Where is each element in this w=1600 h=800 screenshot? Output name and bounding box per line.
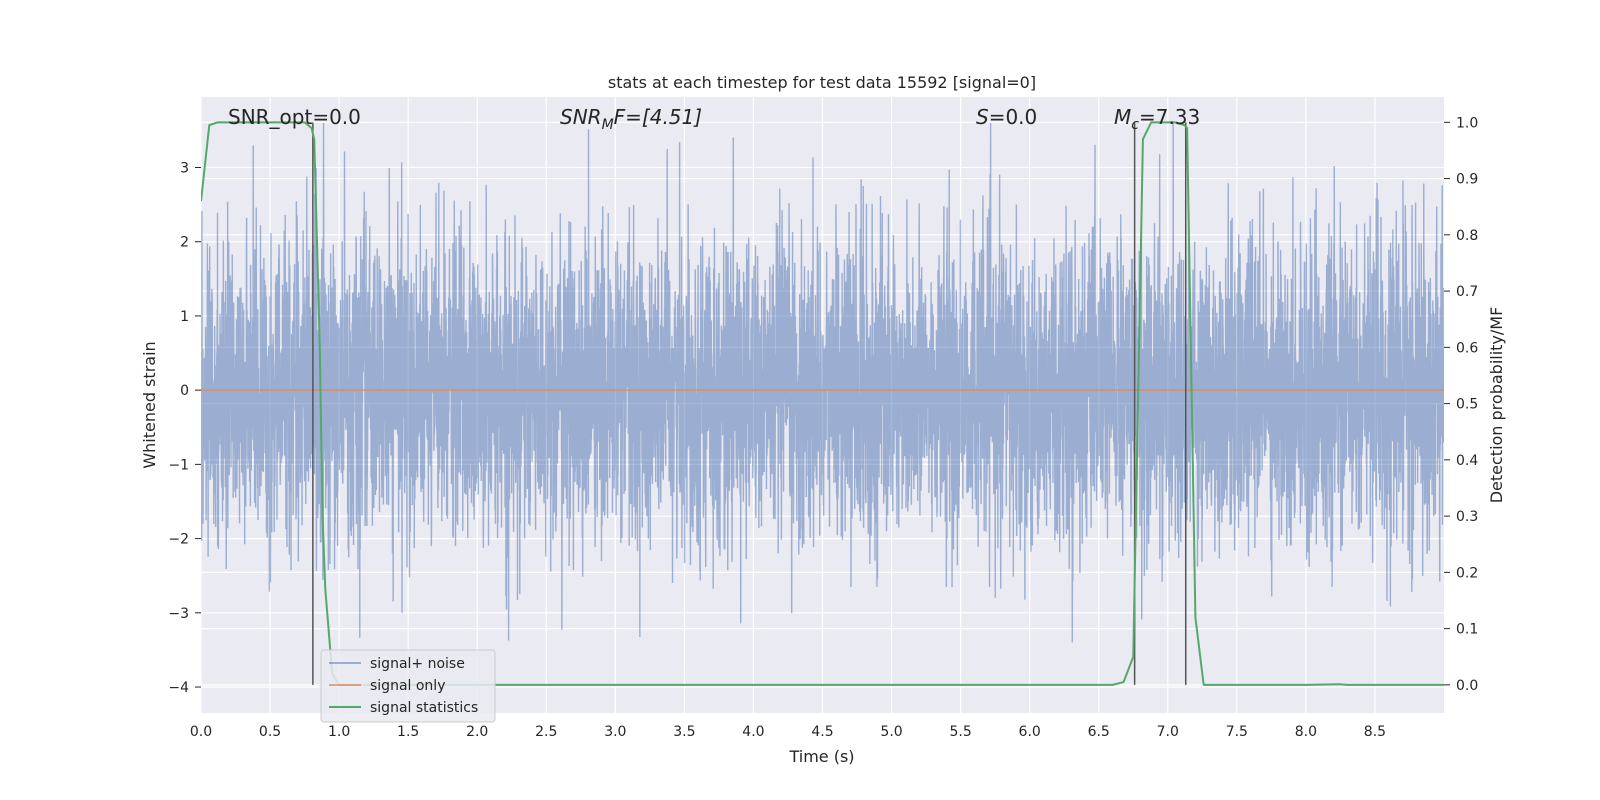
x-tick-label-1: 0.5 bbox=[259, 724, 281, 740]
x-tick-label-3: 1.5 bbox=[397, 724, 419, 740]
legend-box bbox=[320, 649, 496, 723]
y-tick-label-1: 2 bbox=[180, 235, 189, 251]
x-tick-label-11: 5.5 bbox=[949, 724, 971, 740]
x-tick-label-14: 7.0 bbox=[1157, 724, 1179, 740]
x-tick-label-16: 8.0 bbox=[1295, 724, 1317, 740]
y-tick-label-0: 3 bbox=[180, 161, 189, 177]
y2-tick-labels: 1.0 0.9 0.8 0.7 0.6 0.5 0.4 0.3 0.2 0.1 0.0 bbox=[1444, 115, 1478, 694]
x-tick-label-7: 3.5 bbox=[673, 724, 695, 740]
y-tick-label-7: −4 bbox=[168, 680, 189, 696]
legend-label-signal-plus-noise: signal+ noise bbox=[370, 656, 465, 672]
x-tick-label-15: 7.5 bbox=[1226, 724, 1248, 740]
y2-tick-label-5: 0.5 bbox=[1456, 397, 1478, 413]
y2-tick-label-2: 0.8 bbox=[1456, 228, 1478, 244]
x-tick-label-2: 1.0 bbox=[328, 724, 350, 740]
x-tick-labels: 0.0 0.5 1.0 1.5 2.0 2.5 3.0 3.5 4.0 4.5 5.0 5.5 6.0 6… bbox=[190, 724, 1386, 740]
y-tick-label-5: −2 bbox=[168, 532, 189, 548]
y2-tick-label-4: 0.6 bbox=[1456, 340, 1478, 356]
y2-tick-label-8: 0.2 bbox=[1456, 565, 1478, 581]
annotation-snr-opt: SNR_opt=0.0 bbox=[228, 105, 361, 129]
y-tick-label-2: 1 bbox=[180, 309, 189, 325]
x-tick-label-12: 6.0 bbox=[1019, 724, 1041, 740]
x-tick-label-6: 3.0 bbox=[604, 724, 626, 740]
y2-tick-label-10: 0.0 bbox=[1456, 678, 1478, 694]
series-signal-statistics bbox=[201, 121, 1444, 686]
series-signal-plus-noise bbox=[201, 122, 1444, 643]
y2-tick-label-9: 0.1 bbox=[1456, 622, 1478, 638]
annotation-mc: Mc=7.33 bbox=[1114, 105, 1200, 133]
signal-plus-noise-line bbox=[201, 122, 1444, 643]
x-axis-label: Time (s) bbox=[788, 747, 854, 766]
y2-tick-label-1: 0.9 bbox=[1456, 172, 1478, 188]
y-axis-label: Whitened strain bbox=[140, 341, 159, 468]
legend: signal+ noise signal only signal statist… bbox=[320, 649, 496, 723]
x-tick-label-17: 8.5 bbox=[1364, 724, 1386, 740]
chart-title: stats at each timestep for test data 155… bbox=[608, 73, 1036, 92]
y2-tick-label-3: 0.7 bbox=[1456, 284, 1478, 300]
y2-tick-label-0: 1.0 bbox=[1456, 115, 1478, 131]
x-tick-label-0: 0.0 bbox=[190, 724, 212, 740]
y-tick-label-3: 0 bbox=[180, 383, 189, 399]
y-tick-label-6: −3 bbox=[168, 606, 189, 622]
x-tick-label-10: 5.0 bbox=[880, 724, 902, 740]
annotation-snr-mf: SNRMF=[4.51] bbox=[560, 105, 702, 133]
signal-statistics-line bbox=[201, 121, 1444, 686]
x-tick-label-5: 2.5 bbox=[535, 724, 557, 740]
y2-tick-label-6: 0.4 bbox=[1456, 453, 1478, 469]
x-tick-label-4: 2.0 bbox=[466, 724, 488, 740]
x-tick-label-9: 4.5 bbox=[811, 724, 833, 740]
y2-axis-label: Detection probability/MF bbox=[1487, 307, 1506, 504]
legend-label-signal-statistics: signal statistics bbox=[370, 700, 478, 716]
y2-tick-label-7: 0.3 bbox=[1456, 509, 1478, 525]
x-tick-label-8: 4.0 bbox=[742, 724, 764, 740]
y-tick-label-4: −1 bbox=[168, 457, 189, 473]
legend-label-signal-only: signal only bbox=[370, 678, 445, 694]
x-tick-label-13: 6.5 bbox=[1088, 724, 1110, 740]
y-tick-labels: 3 2 1 0 −1 −2 −3 −4 bbox=[168, 161, 201, 696]
annotation-s: S=0.0 bbox=[976, 105, 1037, 129]
